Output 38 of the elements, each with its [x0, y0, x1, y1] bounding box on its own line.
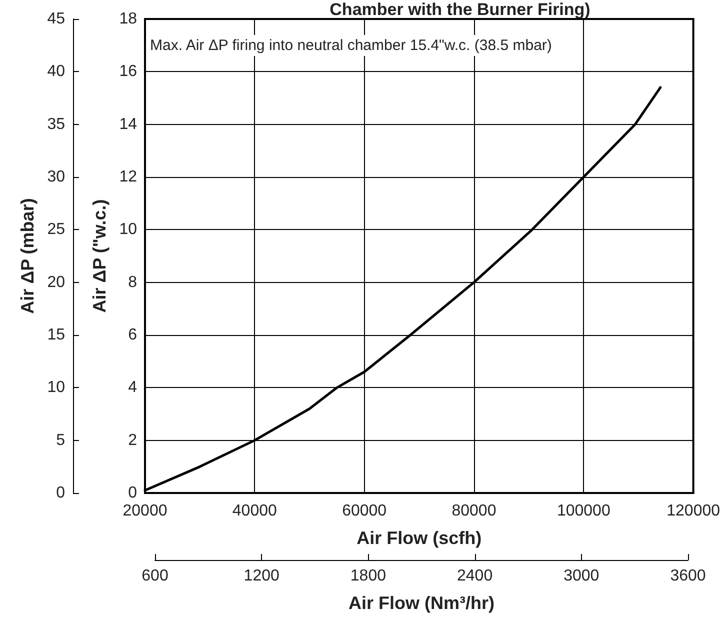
y2-tick-label: 35: [47, 116, 66, 133]
y-tick-label: 8: [128, 274, 138, 291]
y2-tick-label: 20: [47, 274, 66, 291]
x2-tick-label: 3000: [564, 568, 600, 584]
y2-tick-label: 40: [47, 63, 66, 80]
chart-title: Chamber with the Burner Firing): [330, 0, 590, 19]
y2-tick-label: 15: [47, 326, 66, 344]
y-tick-label: 18: [119, 10, 138, 28]
x2-tick-label: 1200: [244, 568, 280, 584]
x2-tick-label: 1800: [350, 568, 386, 584]
y-tick-label: 2: [128, 432, 138, 449]
x-tick-label: 120000: [666, 502, 720, 520]
y2-tick-label: 25: [47, 221, 66, 238]
y-tick-label: 16: [119, 63, 138, 80]
y2-tick-label: 0: [56, 484, 66, 502]
x-tick-label: 40000: [232, 502, 278, 520]
y-axis-title: Air ΔP ("w.c.): [89, 199, 110, 313]
x-tick-label: 100000: [556, 502, 610, 520]
y-tick-label: 10: [119, 221, 138, 238]
y-tick-label: 0: [128, 484, 138, 502]
x2-tick-label: 3600: [670, 568, 706, 584]
x-tick-label: 80000: [452, 502, 496, 520]
annotation: Max. Air ΔP firing into neutral chamber 15.4"w.c. (38.5 mbar): [150, 37, 552, 54]
y-tick-label: 4: [128, 379, 138, 396]
x-tick-label: 60000: [342, 502, 387, 520]
y-tick-label: 14: [119, 116, 138, 133]
y2-tick-label: 45: [47, 10, 66, 28]
x2-tick-label: 600: [142, 568, 168, 584]
y2-tick-label: 5: [56, 432, 66, 449]
x2-tick-label: 2400: [457, 568, 493, 584]
x-axis-title: Air Flow (scfh): [356, 528, 482, 548]
y-tick-label: 12: [119, 168, 138, 186]
y2-axis-title: Air ΔP (mbar): [17, 198, 38, 314]
x-tick-label: 20000: [122, 502, 168, 520]
y2-tick-label: 30: [47, 168, 66, 186]
y2-tick-label: 10: [47, 379, 66, 396]
y-tick-label: 6: [128, 326, 138, 344]
x2-axis-title: Air Flow (Nm³/hr): [348, 593, 494, 613]
